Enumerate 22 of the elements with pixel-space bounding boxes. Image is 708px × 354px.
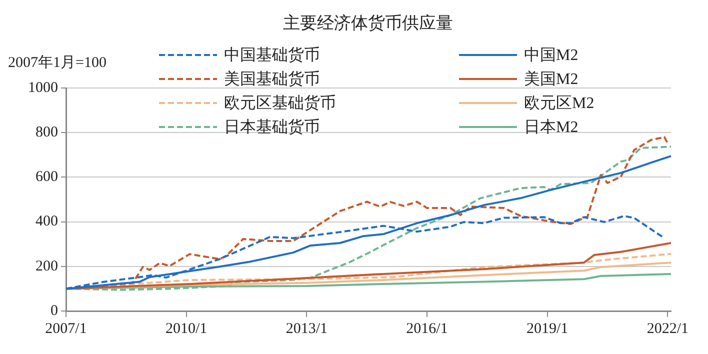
x-tick-label: 2022/1 [646, 320, 688, 337]
chart-title: 主要经济体货币供应量 [283, 13, 453, 32]
y-axis-title: 2007年1月=100 [8, 54, 106, 71]
legend-label: 欧元区基础货币 [224, 94, 336, 114]
x-tick-label: 2013/1 [286, 320, 328, 337]
x-tick-label: 2007/1 [45, 320, 87, 337]
legend-label: 日本基础货币 [224, 118, 320, 138]
legend-label: 美国M2 [524, 70, 578, 90]
y-tick-label: 200 [36, 258, 58, 274]
x-tick-label: 2010/1 [165, 320, 208, 337]
legend-label: 中国M2 [524, 46, 578, 66]
legend-label: 欧元区M2 [524, 94, 594, 114]
y-tick-label: 1000 [28, 80, 58, 96]
y-tick-label: 400 [36, 214, 58, 230]
x-tick-label: 2016/1 [406, 320, 448, 337]
y-tick-label: 600 [36, 169, 58, 186]
y-tick-label: 0 [50, 302, 58, 319]
x-tick-label: 2019/1 [526, 320, 568, 337]
legend-label: 美国基础货币 [224, 70, 320, 90]
y-tick-label: 800 [36, 124, 58, 141]
legend-label: 日本M2 [524, 118, 578, 138]
legend-label: 中国基础货币 [224, 46, 320, 66]
